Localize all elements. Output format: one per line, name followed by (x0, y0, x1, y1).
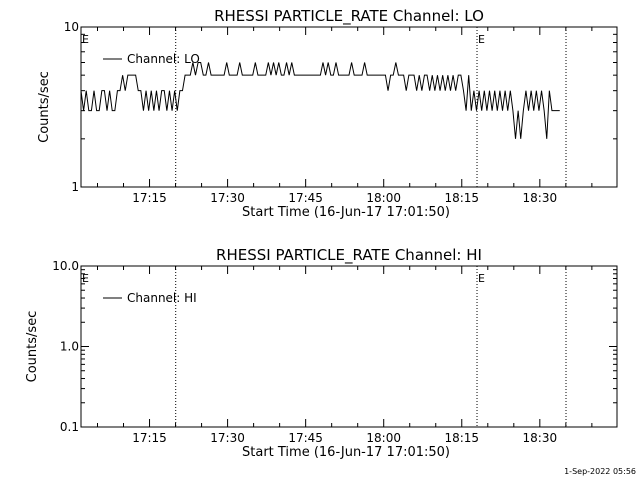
x-tick-label: 18:00 (366, 191, 401, 205)
chart-title: RHESSI PARTICLE_RATE Channel: HI (216, 246, 482, 265)
event-label: E (82, 33, 89, 46)
y-tick-label: 0.1 (60, 420, 79, 434)
y-axis-label: Counts/sec (37, 71, 52, 143)
legend-label: Channel: LO (127, 52, 200, 66)
y-axis-label: Counts/sec (25, 311, 40, 383)
event-label: E (478, 33, 485, 46)
x-tick-label: 17:15 (132, 191, 167, 205)
y-tick-label: 1 (71, 180, 79, 194)
event-label: E (478, 272, 485, 285)
footer-timestamp: 1-Sep-2022 05:56 (564, 467, 636, 476)
x-tick-label: 17:30 (210, 431, 245, 445)
legend-label: Channel: HI (127, 291, 197, 305)
plot-frame (80, 26, 618, 188)
event-label: E (82, 272, 89, 285)
x-tick-label: 18:30 (523, 191, 558, 205)
panel-lo: RHESSI PARTICLE_RATE Channel: LO 1 10 17:15… (37, 7, 618, 220)
x-axis-label: Start Time (16-Jun-17 17:01:50) (242, 445, 450, 460)
x-tick-label: 18:00 (366, 431, 401, 445)
x-tick-label: 17:45 (288, 431, 323, 445)
y-tick-label: 10 (64, 20, 79, 34)
x-tick-label: 17:30 (210, 191, 245, 205)
chart-title: RHESSI PARTICLE_RATE Channel: LO (214, 7, 484, 26)
x-tick-label: 18:30 (523, 431, 558, 445)
series-line (80, 62, 560, 139)
y-tick-label: 10.0 (52, 259, 79, 273)
y-tick-label: 1.0 (60, 340, 79, 354)
x-tick-label: 17:15 (132, 431, 167, 445)
x-tick-label: 18:15 (444, 191, 479, 205)
x-tick-label: 18:15 (444, 431, 479, 445)
panel-hi: RHESSI PARTICLE_RATE Channel: HI 0.1 1.0 10… (25, 246, 618, 460)
x-axis-label: Start Time (16-Jun-17 17:01:50) (242, 205, 450, 220)
x-tick-label: 17:45 (288, 191, 323, 205)
